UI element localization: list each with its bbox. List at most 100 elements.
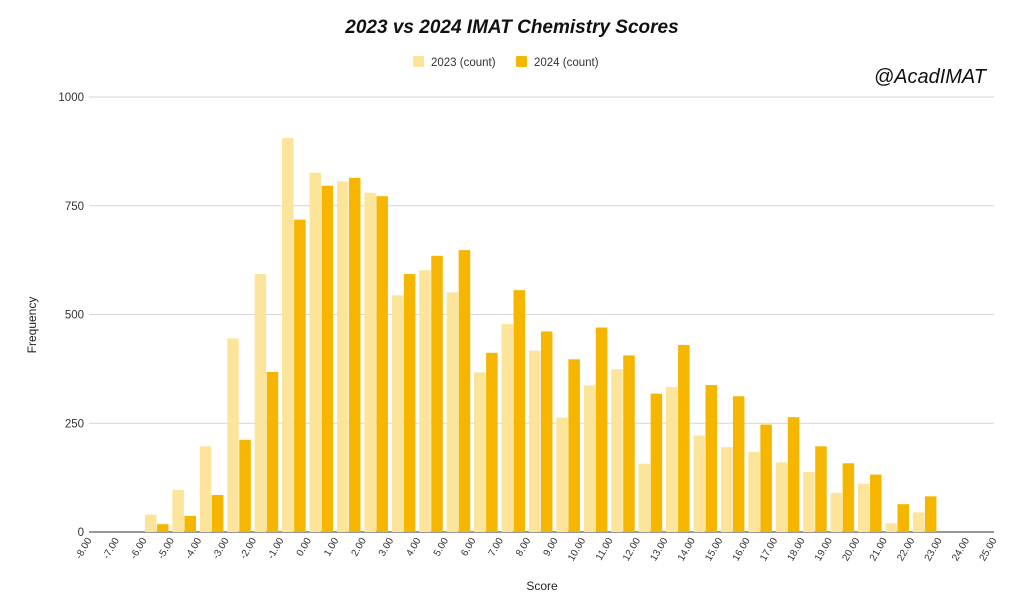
bar-2023	[912, 512, 925, 532]
x-tick-label: 2.00	[350, 536, 369, 559]
x-tick-label: 4.00	[404, 536, 423, 559]
x-tick-label: 10.00	[566, 536, 588, 564]
x-tick-label: 20.00	[840, 536, 862, 564]
y-axis-ticks: 0 250 500 750 1000	[58, 92, 84, 539]
y-tick-label: 250	[65, 418, 84, 430]
bar-2023	[336, 181, 349, 532]
x-tick-label: 17.00	[758, 536, 780, 564]
bar-2024	[513, 290, 526, 532]
x-tick-label: -6.00	[129, 536, 150, 562]
x-axis-label: Score	[526, 579, 558, 593]
bar-2023	[309, 172, 322, 532]
bar-2023	[501, 324, 513, 532]
bar-2023	[638, 463, 651, 532]
bar-2024	[321, 185, 334, 533]
y-tick-label: 500	[65, 310, 84, 322]
x-tick-label: 19.00	[813, 536, 835, 564]
bar-2023	[474, 372, 486, 532]
bar-2024	[403, 274, 416, 532]
bar-2023	[583, 385, 596, 532]
x-tick-label: -2.00	[238, 536, 259, 562]
bar-2024	[678, 344, 690, 532]
legend: 2023 (count) 2024 (count)	[413, 56, 599, 69]
bar-2024	[787, 417, 800, 532]
bar-2024	[294, 219, 306, 533]
bar-2024	[760, 424, 772, 532]
x-axis-ticks: -8.00 -7.00 -6.00 -5.00 -4.00 -3.00 -2.00 -1.00…	[74, 536, 1000, 564]
legend-label-2023: 2023 (count)	[431, 57, 496, 69]
bar-2024	[842, 463, 855, 532]
x-tick-label: 22.00	[895, 536, 917, 564]
y-tick-label: 750	[65, 201, 84, 213]
bar-2023	[775, 462, 788, 532]
x-tick-label: 24.00	[950, 536, 972, 564]
x-tick-label: 9.00	[542, 536, 561, 559]
bar-2023	[446, 292, 459, 532]
x-tick-label: 0.00	[295, 536, 314, 559]
bar-2024	[239, 439, 251, 532]
bar-2024	[184, 515, 196, 532]
legend-swatch-2023	[413, 56, 424, 67]
x-tick-label: 12.00	[621, 536, 643, 564]
bar-2024	[157, 524, 169, 532]
watermark-text: @AcadIMAT	[874, 66, 988, 88]
x-tick-label: 21.00	[868, 536, 890, 564]
legend-swatch-2024	[516, 56, 527, 67]
x-tick-label: 8.00	[514, 536, 533, 559]
bar-2023	[830, 492, 843, 532]
y-tick-label: 1000	[58, 92, 84, 104]
x-tick-label: -1.00	[266, 536, 287, 562]
bar-2023	[172, 489, 184, 532]
bar-2023	[857, 483, 870, 532]
bar-2023	[419, 270, 431, 532]
x-tick-label: 5.00	[432, 536, 451, 559]
bar-2024	[266, 371, 279, 532]
x-tick-label: 13.00	[648, 536, 670, 564]
bar-2023	[199, 446, 212, 532]
bar-2023	[282, 137, 294, 532]
bar-2024	[486, 352, 498, 532]
bar-2024	[623, 355, 635, 532]
bar-2024	[376, 196, 388, 532]
bar-2024	[924, 496, 937, 532]
bar-2023	[391, 295, 404, 532]
bar-2024	[431, 255, 443, 532]
chart-title: 2023 vs 2024 IMAT Chemistry Scores	[344, 17, 678, 38]
legend-label-2024: 2024 (count)	[534, 57, 599, 69]
bar-2023	[144, 514, 157, 532]
y-tick-label: 0	[78, 527, 84, 539]
x-tick-label: -4.00	[183, 536, 204, 562]
bar-2023	[556, 417, 568, 532]
bar-2024	[568, 359, 580, 532]
bar-2024	[897, 504, 909, 532]
bar-2023	[720, 447, 733, 532]
x-tick-label: 11.00	[594, 536, 616, 563]
bar-2023	[748, 451, 760, 532]
x-tick-label: 15.00	[703, 536, 725, 564]
x-tick-label: 18.00	[786, 536, 808, 564]
x-tick-label: 3.00	[377, 536, 396, 559]
x-tick-label: 1.00	[322, 536, 341, 559]
bar-2024	[705, 384, 718, 532]
x-tick-label: 7.00	[487, 536, 506, 559]
x-tick-label: -8.00	[74, 536, 95, 562]
bar-2024	[732, 396, 745, 532]
bar-2024	[458, 250, 471, 532]
y-axis-label: Frequency	[25, 297, 39, 354]
x-tick-label: 6.00	[459, 536, 478, 559]
x-tick-label: -3.00	[211, 536, 232, 562]
bar-2024	[348, 177, 361, 532]
bar-2023	[666, 387, 678, 532]
bar-2023	[254, 274, 267, 532]
bar-2024	[540, 331, 553, 532]
bar-2024	[650, 393, 663, 532]
x-tick-label: 16.00	[731, 536, 753, 564]
x-tick-label: 25.00	[978, 536, 1000, 564]
x-tick-label: 23.00	[923, 536, 945, 564]
bars	[144, 137, 937, 533]
bar-2023	[227, 338, 239, 532]
bar-2023	[364, 192, 376, 532]
bar-2024	[870, 474, 882, 532]
bar-2024	[211, 495, 224, 532]
